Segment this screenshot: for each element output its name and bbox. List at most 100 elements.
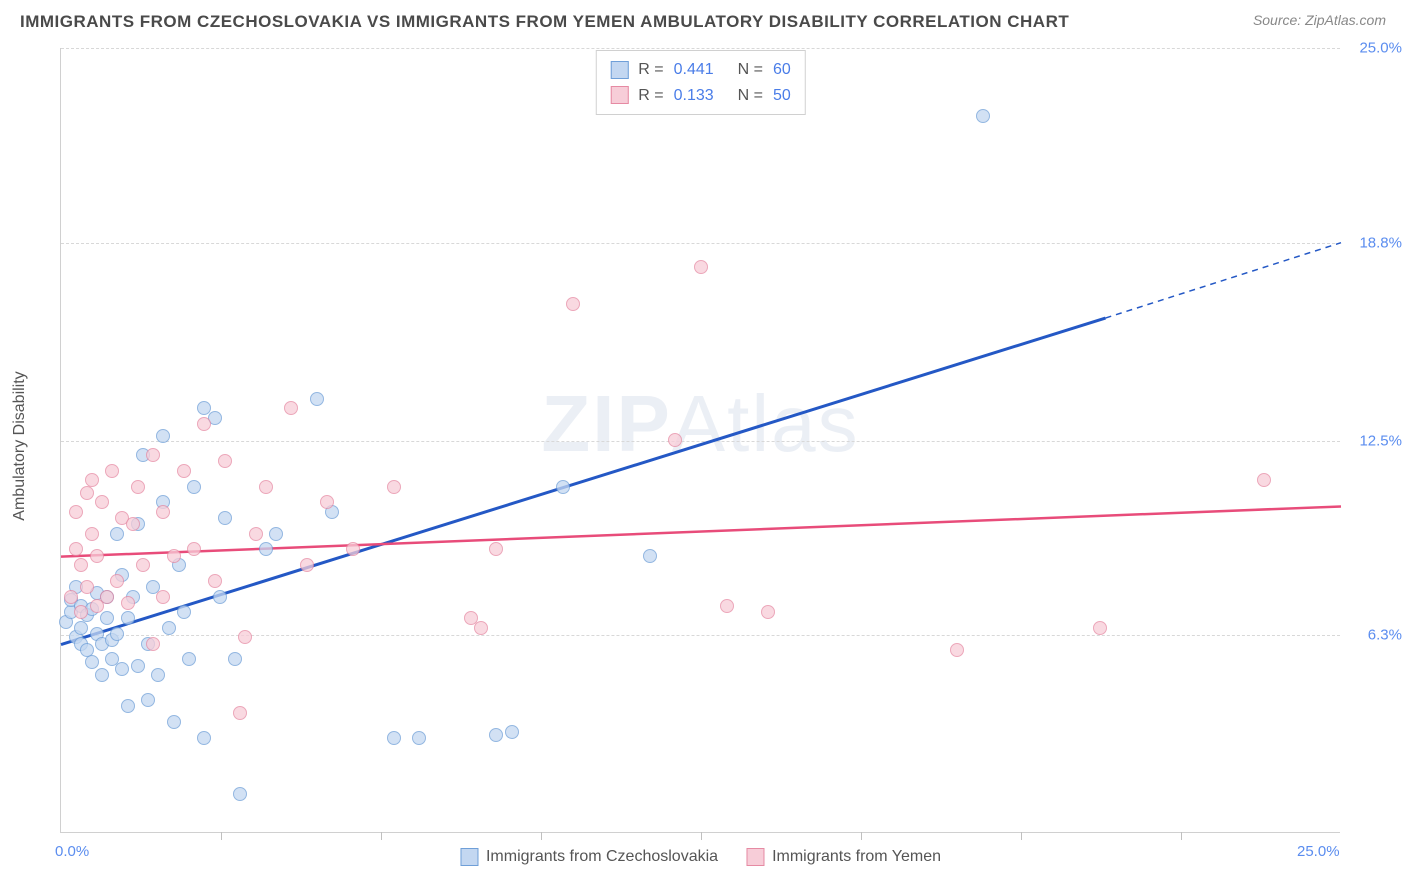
data-point xyxy=(387,480,401,494)
x-tick xyxy=(1181,832,1182,840)
data-point xyxy=(233,706,247,720)
data-point xyxy=(950,643,964,657)
y-tick-label: 6.3% xyxy=(1368,627,1402,644)
y-tick-label: 25.0% xyxy=(1359,40,1402,57)
x-tick xyxy=(381,832,382,840)
data-point xyxy=(489,542,503,556)
data-point xyxy=(110,627,124,641)
x-tick xyxy=(701,832,702,840)
x-tick-label: 25.0% xyxy=(1297,843,1340,860)
data-point xyxy=(412,731,426,745)
x-tick xyxy=(541,832,542,840)
data-point xyxy=(69,542,83,556)
data-point xyxy=(115,662,129,676)
legend-swatch xyxy=(746,848,764,866)
data-point xyxy=(146,637,160,651)
r-label: R = xyxy=(638,57,663,83)
data-point xyxy=(105,464,119,478)
y-axis-label: Ambulatory Disability xyxy=(11,371,29,520)
data-point xyxy=(151,668,165,682)
data-point xyxy=(976,109,990,123)
data-point xyxy=(668,433,682,447)
source-attribution: Source: ZipAtlas.com xyxy=(1253,12,1386,28)
correlation-row: R = 0.441 N = 60 xyxy=(610,57,790,83)
data-point xyxy=(489,728,503,742)
legend-swatch xyxy=(610,61,628,79)
data-point xyxy=(556,480,570,494)
data-point xyxy=(284,401,298,415)
data-point xyxy=(131,659,145,673)
n-label: N = xyxy=(738,83,763,109)
data-point xyxy=(85,473,99,487)
data-point xyxy=(100,611,114,625)
data-point xyxy=(238,630,252,644)
y-tick-label: 12.5% xyxy=(1359,432,1402,449)
data-point xyxy=(136,558,150,572)
data-point xyxy=(162,621,176,635)
n-label: N = xyxy=(738,57,763,83)
data-point xyxy=(80,486,94,500)
r-value: 0.441 xyxy=(674,57,728,83)
data-point xyxy=(218,511,232,525)
data-point xyxy=(95,668,109,682)
legend-label: Immigrants from Yemen xyxy=(772,848,941,866)
data-point xyxy=(156,590,170,604)
data-point xyxy=(95,495,109,509)
data-point xyxy=(320,495,334,509)
data-point xyxy=(100,590,114,604)
data-point xyxy=(85,527,99,541)
data-point xyxy=(85,655,99,669)
data-point xyxy=(259,480,273,494)
data-point xyxy=(233,787,247,801)
r-value: 0.133 xyxy=(674,83,728,109)
data-point xyxy=(1093,621,1107,635)
data-point xyxy=(761,605,775,619)
data-point xyxy=(1257,473,1271,487)
legend-swatch xyxy=(610,86,628,104)
data-point xyxy=(269,527,283,541)
data-point xyxy=(131,480,145,494)
data-point xyxy=(474,621,488,635)
data-point xyxy=(505,725,519,739)
data-point xyxy=(197,417,211,431)
data-point xyxy=(208,574,222,588)
data-point xyxy=(156,505,170,519)
data-point xyxy=(126,517,140,531)
x-tick xyxy=(1021,832,1022,840)
series-legend: Immigrants from Czechoslovakia Immigrants… xyxy=(460,848,941,866)
x-tick xyxy=(221,832,222,840)
data-point xyxy=(121,611,135,625)
data-point xyxy=(249,527,263,541)
correlation-row: R = 0.133 N = 50 xyxy=(610,83,790,109)
n-value: 60 xyxy=(773,57,791,83)
data-point xyxy=(213,590,227,604)
data-point xyxy=(182,652,196,666)
x-tick xyxy=(861,832,862,840)
data-point xyxy=(643,549,657,563)
data-point xyxy=(74,558,88,572)
data-point xyxy=(720,599,734,613)
legend-item: Immigrants from Yemen xyxy=(746,848,941,866)
data-point xyxy=(69,505,83,519)
data-point xyxy=(121,596,135,610)
data-point xyxy=(121,699,135,713)
data-point xyxy=(387,731,401,745)
data-point xyxy=(218,454,232,468)
data-point xyxy=(259,542,273,556)
data-point xyxy=(310,392,324,406)
n-value: 50 xyxy=(773,83,791,109)
correlation-legend: R = 0.441 N = 60 R = 0.133 N = 50 xyxy=(595,50,805,115)
y-tick-label: 18.8% xyxy=(1359,234,1402,251)
data-point xyxy=(64,590,78,604)
data-point xyxy=(300,558,314,572)
data-point xyxy=(187,542,201,556)
chart-title: IMMIGRANTS FROM CZECHOSLOVAKIA VS IMMIGR… xyxy=(20,12,1069,32)
data-point xyxy=(197,731,211,745)
legend-label: Immigrants from Czechoslovakia xyxy=(486,848,718,866)
r-label: R = xyxy=(638,83,663,109)
data-point xyxy=(177,605,191,619)
data-point xyxy=(74,621,88,635)
legend-swatch xyxy=(460,848,478,866)
data-point xyxy=(167,549,181,563)
data-point xyxy=(80,580,94,594)
